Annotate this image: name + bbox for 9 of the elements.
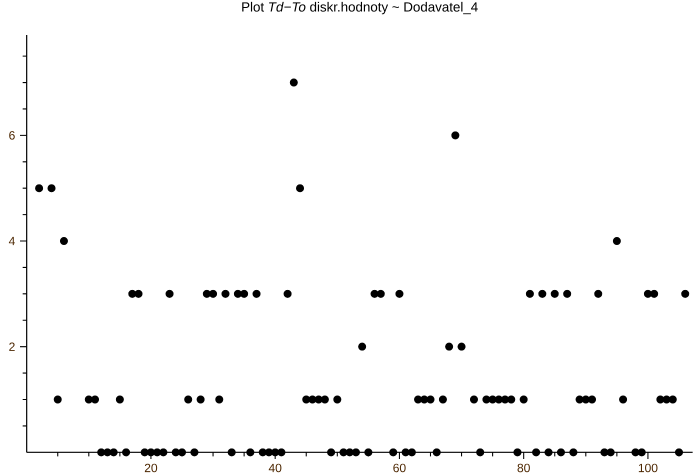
x-tick-label: 100 bbox=[638, 464, 658, 472]
x-tick-label: 60 bbox=[393, 464, 406, 472]
x-tick-label: 40 bbox=[268, 464, 282, 472]
x-tick-label: 20 bbox=[144, 464, 158, 472]
y-tick-label: 4 bbox=[8, 236, 15, 246]
x-tick-label: 80 bbox=[518, 464, 530, 472]
y-tick-label: 6 bbox=[9, 131, 15, 140]
chart-title: Plot Td−To diskr.hodnoty ~ Dodavatel_4 bbox=[242, 2, 478, 14]
y-tick-label: 2 bbox=[9, 342, 15, 351]
